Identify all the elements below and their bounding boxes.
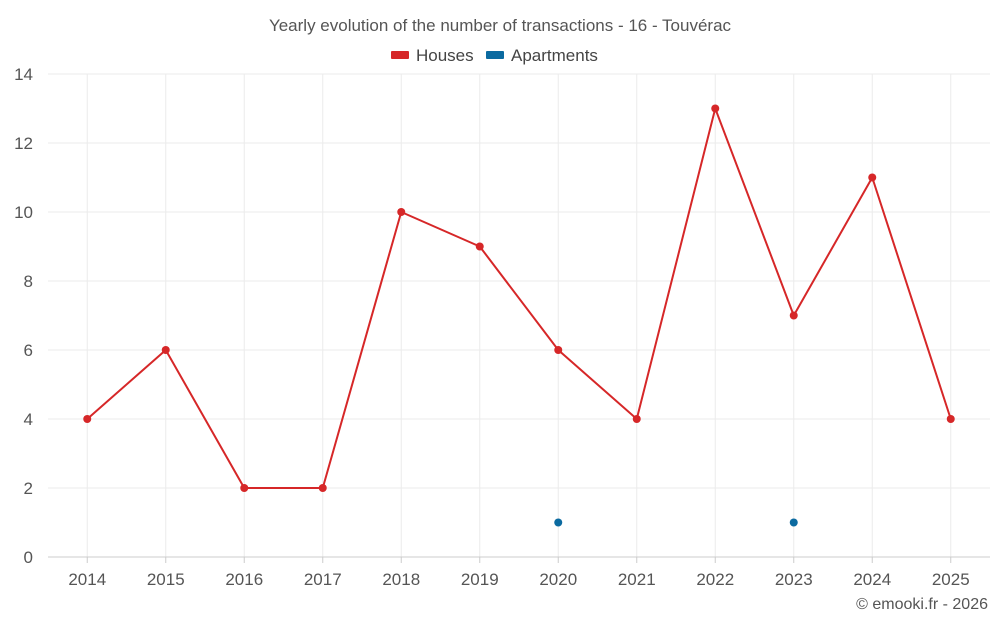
data-point-houses-2024[interactable] <box>868 173 877 182</box>
y-tick-label: 8 <box>24 272 33 291</box>
y-tick-label: 6 <box>24 341 33 360</box>
y-tick-label: 4 <box>24 410 33 429</box>
y-tick-label: 14 <box>14 65 33 84</box>
data-point-houses-2014[interactable] <box>83 415 92 423</box>
x-tick-label: 2024 <box>853 570 891 589</box>
data-point-houses-2020[interactable] <box>554 346 563 354</box>
data-point-houses-2017[interactable] <box>318 484 327 492</box>
legend-swatch-houses <box>391 51 409 59</box>
y-tick-label: 12 <box>14 134 33 153</box>
data-point-houses-2021[interactable] <box>632 415 641 423</box>
legend-swatch-apartments <box>486 51 504 59</box>
series-apartments <box>554 518 798 527</box>
y-tick-label: 2 <box>24 479 33 498</box>
y-tick-label: 10 <box>14 203 33 222</box>
series-line-houses <box>86 107 952 489</box>
legend: Houses Apartments <box>391 46 598 65</box>
gridlines <box>48 73 990 557</box>
data-point-apartments-2020[interactable] <box>554 518 563 527</box>
x-tick-label: 2025 <box>932 570 970 589</box>
chart-title: Yearly evolution of the number of transa… <box>269 16 732 35</box>
series-houses <box>83 104 955 492</box>
legend-item-houses[interactable]: Houses <box>391 46 474 65</box>
data-point-houses-2018[interactable] <box>397 208 406 216</box>
x-tick-label: 2017 <box>304 570 342 589</box>
x-tick-label: 2022 <box>696 570 734 589</box>
data-point-houses-2025[interactable] <box>946 415 955 423</box>
x-tick-label: 2019 <box>461 570 499 589</box>
x-tick-label: 2015 <box>147 570 185 589</box>
x-tick-label: 2021 <box>618 570 656 589</box>
data-point-houses-2015[interactable] <box>161 346 170 354</box>
x-tick-label: 2018 <box>382 570 420 589</box>
x-tick-label: 2016 <box>225 570 263 589</box>
data-point-houses-2022[interactable] <box>711 104 720 113</box>
x-tick-label: 2020 <box>539 570 577 589</box>
legend-item-apartments[interactable]: Apartments <box>486 46 598 65</box>
y-axis-tick-labels: 0 2 4 6 8 10 12 14 <box>14 65 33 567</box>
data-point-houses-2019[interactable] <box>475 242 484 251</box>
legend-label-apartments: Apartments <box>511 46 598 65</box>
legend-label-houses: Houses <box>416 46 474 65</box>
x-tick-label: 2014 <box>68 570 106 589</box>
data-point-apartments-2023[interactable] <box>789 518 798 527</box>
series <box>83 104 955 527</box>
axes <box>48 556 990 563</box>
x-tick-label: 2023 <box>775 570 813 589</box>
y-tick-label: 0 <box>24 548 33 567</box>
x-axis-tick-labels: 2014 2015 2016 2017 2018 2019 2020 2021 2022 2023… <box>68 570 969 589</box>
data-point-houses-2016[interactable] <box>240 484 249 492</box>
credit-text: © emooki.fr - 2026 <box>856 596 988 613</box>
data-point-houses-2023[interactable] <box>789 311 798 320</box>
